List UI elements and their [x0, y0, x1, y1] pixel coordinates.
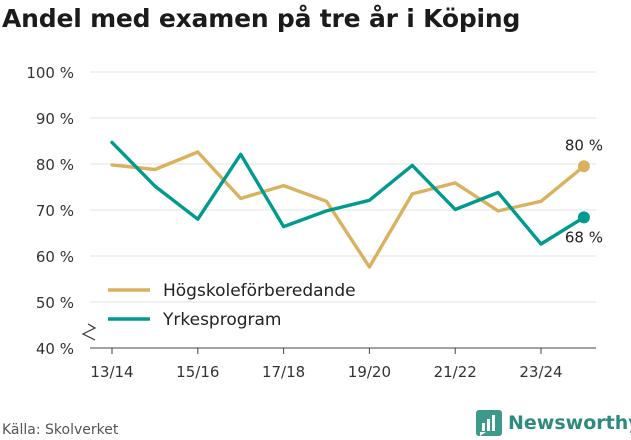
y-tick-label: 80 % [36, 156, 74, 174]
grid-lines [90, 71, 596, 303]
y-axis: 100 % 90 % 80 % 70 % 60 % 50 % 40 % [26, 64, 97, 358]
series-endpoint-dot [577, 211, 590, 224]
x-tick-label: 17/18 [262, 363, 305, 381]
legend-label: Högskoleförberedande [163, 281, 356, 301]
y-tick-label: 50 % [36, 294, 74, 312]
y-tick-label: 40 % [36, 340, 74, 358]
axis-break-icon [81, 323, 97, 341]
y-tick-label: 60 % [36, 248, 74, 266]
series-endpoint-dot [577, 160, 590, 173]
brand-name: Newsworthy [508, 412, 631, 434]
series-end-label: 80 % [565, 136, 603, 154]
legend-label: Yrkesprogram [162, 310, 282, 330]
series-endpoints: 80 % 68 % [565, 136, 603, 246]
source-note: Källa: Skolverket [2, 422, 119, 438]
brand-logo: Newsworthy [476, 410, 631, 436]
y-tick-label: 100 % [26, 64, 74, 82]
x-tick-label: 13/14 [90, 363, 133, 381]
x-tick-label: 23/24 [519, 363, 562, 381]
y-tick-label: 90 % [36, 110, 74, 128]
x-axis: 13/14 15/16 17/18 19/20 21/22 23/24 [90, 347, 596, 381]
y-tick-label: 70 % [36, 202, 74, 220]
x-tick-label: 15/16 [176, 363, 219, 381]
x-tick-label: 19/20 [348, 363, 391, 381]
series-line-yrkesprogram [110, 140, 586, 246]
bar-chart-icon [480, 415, 495, 436]
x-tick-label: 21/22 [434, 363, 477, 381]
series-end-label: 68 % [565, 228, 603, 246]
legend: Högskoleförberedande Yrkesprogram [108, 281, 356, 330]
chart-title: Andel med examen på tre år i Köping [2, 4, 521, 33]
series-line-hogskoleforberedande [110, 150, 586, 269]
series-lines [110, 140, 586, 269]
newsworthy-logo-icon [476, 410, 502, 436]
